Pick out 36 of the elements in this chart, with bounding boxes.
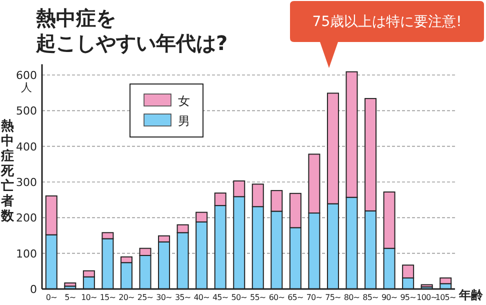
x-tick-label: 25~ (137, 293, 154, 302)
x-tick-label: 0~ (46, 293, 57, 302)
text: 人 (21, 81, 32, 94)
x-tick-label: 30~ (156, 293, 172, 302)
y-tick-label: 0 (30, 283, 37, 296)
x-tick-label: 85~ (362, 293, 378, 302)
y-tick-label: 400 (16, 140, 37, 154)
legend-label: 女 (178, 94, 190, 108)
x-tick-label: 55~ (250, 293, 266, 302)
x-tick-label: 60~ (268, 293, 285, 302)
x-tick-label: 75~ (325, 293, 341, 302)
legend-label: 男 (178, 114, 190, 128)
y-tick-label: 200 (16, 212, 37, 225)
x-tick-label: 10~ (81, 293, 97, 302)
x-tick-label: 35~ (174, 293, 191, 302)
x-tick-label: 40~ (194, 293, 210, 302)
y-tick-label: 100 (16, 247, 37, 260)
x-tick-label: 65~ (288, 293, 304, 302)
text: 75歳以上は特に要注意! (312, 14, 462, 30)
x-tick-label: 100~ (416, 293, 438, 302)
x-tick-label: 70~ (306, 293, 322, 302)
x-tick-label: 20~ (118, 293, 134, 302)
y-axis-title: 熱中症死亡者数 (0, 118, 15, 224)
x-tick-label: 45~ (212, 293, 228, 302)
chart-title: 熱中症を起こしやすい年代は? (35, 6, 228, 55)
x-axis-title: 年齢 (458, 288, 484, 302)
x-tick-label: 105~ (435, 293, 456, 302)
x-tick-label: 50~ (231, 293, 247, 302)
y-tick-label: 500 (16, 104, 37, 118)
x-tick-label: 80~ (344, 293, 360, 302)
y-tick-label: 600 (16, 69, 37, 82)
y-tick-label: 300 (16, 176, 37, 189)
x-tick-label: 15~ (100, 293, 116, 302)
x-tick-label: 95~ (400, 293, 416, 302)
x-tick-label: 90~ (381, 293, 398, 302)
x-tick-label: 5~ (64, 293, 76, 302)
